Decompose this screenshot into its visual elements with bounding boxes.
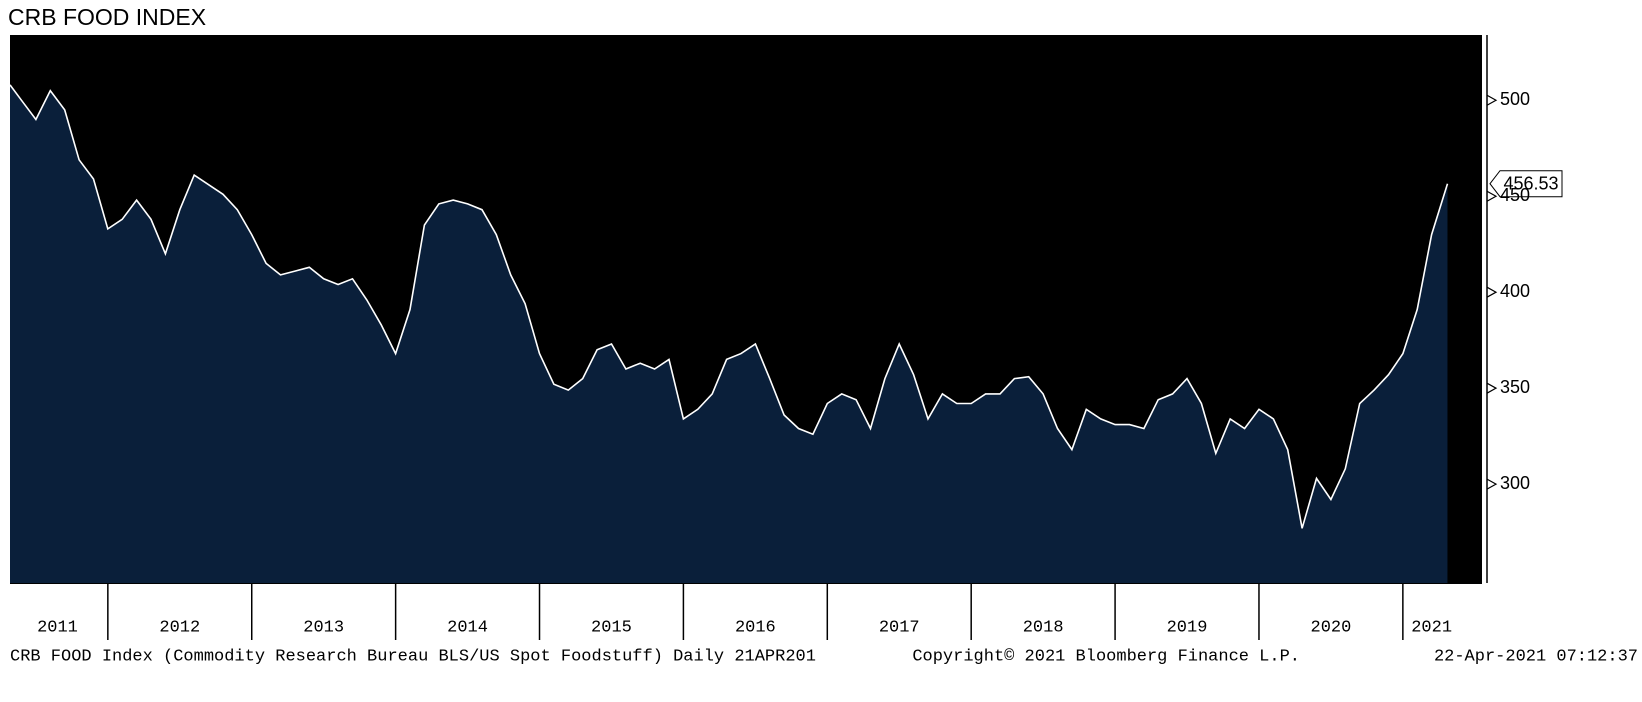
y-tick-mark bbox=[1486, 286, 1498, 298]
source-note: CRB FOOD Index (Commodity Research Burea… bbox=[10, 647, 816, 666]
y-tick-mark bbox=[1486, 478, 1498, 490]
last-value-box bbox=[1489, 170, 1563, 198]
y-tick-mark bbox=[1486, 382, 1498, 394]
y-tick-mark bbox=[1486, 190, 1498, 202]
x-tick-label: 2012 bbox=[159, 618, 200, 637]
x-tick-label: 2021 bbox=[1411, 618, 1452, 637]
y-tick-mark bbox=[1486, 94, 1498, 106]
x-tick-label: 2020 bbox=[1311, 618, 1352, 637]
x-axis-band bbox=[10, 583, 1482, 643]
y-tick-label: 500 bbox=[1500, 89, 1530, 109]
x-tick-label: 2019 bbox=[1167, 618, 1208, 637]
x-tick-label: 2017 bbox=[879, 618, 920, 637]
x-tick-label: 2015 bbox=[591, 618, 632, 637]
last-value-label: 456.53 bbox=[1503, 173, 1558, 193]
y-tick-label: 400 bbox=[1500, 281, 1530, 301]
line bbox=[9, 84, 1449, 529]
x-tick-label: 2011 bbox=[37, 618, 78, 637]
y-tick-label: 300 bbox=[1500, 473, 1530, 493]
x-tick-label: 2016 bbox=[735, 618, 776, 637]
x-tick-label: 2014 bbox=[447, 618, 488, 637]
y-tick-label: 450 bbox=[1500, 185, 1530, 205]
area bbox=[10, 84, 1448, 584]
y-tick-label: 350 bbox=[1500, 377, 1530, 397]
x-tick-label: 2018 bbox=[1023, 618, 1064, 637]
timestamp: 22-Apr-2021 07:12:37 bbox=[1434, 647, 1638, 666]
chart-title: CRB FOOD INDEX bbox=[8, 4, 206, 30]
x-tick-label: 2013 bbox=[303, 618, 344, 637]
copyright: Copyright© 2021 Bloomberg Finance L.P. bbox=[912, 647, 1300, 666]
